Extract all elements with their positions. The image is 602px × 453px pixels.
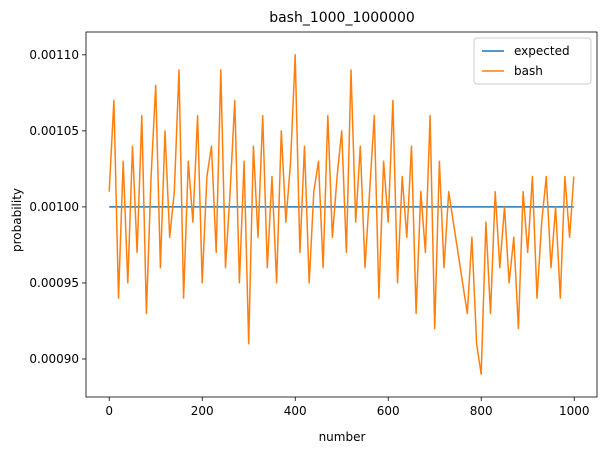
y-tick-label: 0.00105 bbox=[29, 124, 79, 138]
legend-label-bash: bash bbox=[514, 64, 543, 78]
chart-title: bash_1000_1000000 bbox=[269, 10, 415, 26]
legend: expected bash bbox=[473, 37, 592, 85]
y-tick-label: 0.00100 bbox=[29, 200, 79, 214]
x-tick-label: 400 bbox=[284, 404, 307, 418]
axes: 0 200 400 600 800 1000 0.00090 0.00095 0.00100 0.… bbox=[29, 31, 598, 418]
series-line-bash bbox=[108, 54, 575, 375]
y-tick-label: 0.00110 bbox=[29, 48, 79, 62]
legend-label-expected: expected bbox=[514, 44, 570, 58]
legend-box bbox=[473, 37, 592, 85]
y-tick-label: 0.00095 bbox=[29, 276, 79, 290]
x-axis-label: number bbox=[319, 430, 366, 444]
x-tick-label: 1000 bbox=[559, 404, 590, 418]
x-tick-label: 800 bbox=[470, 404, 493, 418]
x-tick-label: 0 bbox=[105, 404, 113, 418]
plot-area bbox=[108, 54, 575, 375]
x-tick-label: 600 bbox=[377, 404, 400, 418]
x-tick-label: 200 bbox=[191, 404, 214, 418]
y-tick-label: 0.00090 bbox=[29, 352, 79, 366]
axes-frame bbox=[85, 31, 598, 398]
y-axis-label: probability bbox=[10, 188, 24, 252]
